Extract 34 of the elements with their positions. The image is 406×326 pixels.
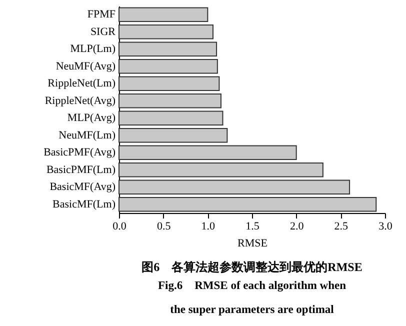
bar [118, 128, 228, 143]
x-axis-title: RMSE [238, 238, 268, 250]
x-tick-label: 3.0 [378, 220, 393, 232]
y-tick-label: FPMF [87, 8, 116, 21]
bar [118, 93, 222, 108]
y-tick-label: BasicPMF(Avg) [44, 146, 116, 159]
y-tick-label: NeuMF(Avg) [56, 60, 116, 72]
y-tick-label: BasicMF(Lm) [52, 198, 116, 210]
y-tick-label: MLP(Avg) [67, 112, 116, 124]
x-tick-label: 1.0 [201, 220, 216, 232]
y-tick-label: MLP(Lm) [70, 43, 116, 56]
bar [118, 7, 208, 22]
bar [118, 76, 220, 92]
bar [118, 162, 324, 178]
y-tick-label: BasicPMF(Lm) [46, 164, 116, 176]
text: 图6 各算法超参数调整达到最优的RMSE [142, 260, 362, 274]
x-tick-label: 2.0 [290, 220, 304, 232]
bar [118, 42, 218, 57]
y-tick-label: SIGR [90, 26, 116, 38]
text: Fig.6 RMSE of each algorithm when the super parameters are optimal [158, 280, 347, 316]
bar [118, 58, 218, 74]
bar [118, 180, 350, 195]
y-tick-label: RippleNet(Avg) [44, 94, 116, 107]
y-tick-label: RippleNet(Lm) [48, 78, 116, 90]
x-tick-label: 2.5 [334, 220, 349, 232]
x-tick-label: 0.5 [156, 220, 172, 232]
bar [118, 145, 297, 160]
y-tick-label: NeuMF(Lm) [58, 129, 116, 142]
bar [118, 196, 377, 212]
bar [118, 24, 214, 40]
x-tick-label: 0.0 [112, 220, 127, 232]
bar [118, 110, 224, 126]
y-tick-label: BasicMF(Avg) [50, 181, 116, 194]
x-tick-label: 1.5 [246, 220, 260, 232]
